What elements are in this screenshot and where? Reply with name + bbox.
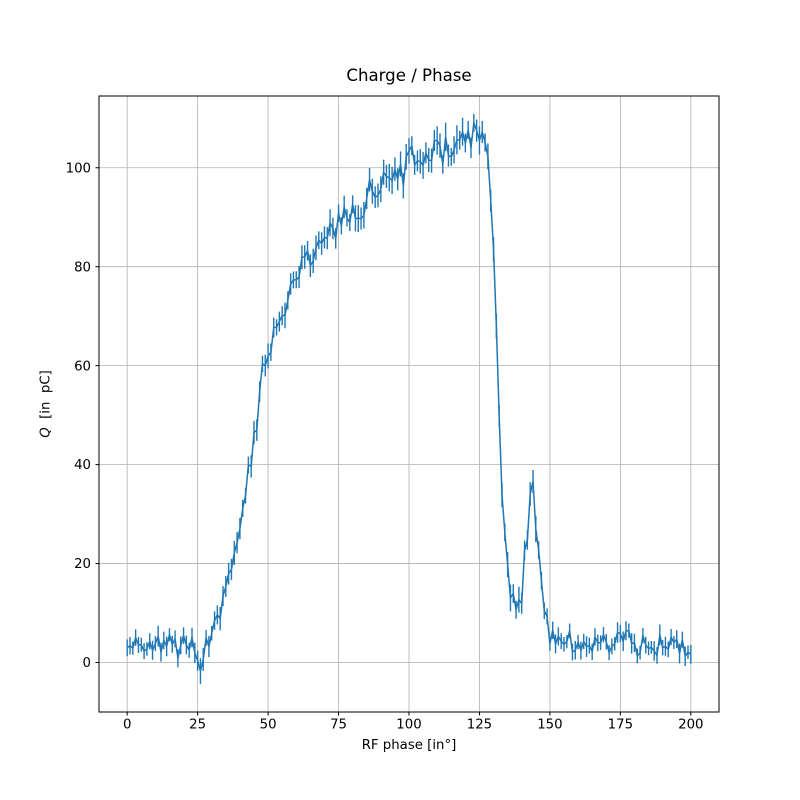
y-axis-label-units: [in pC] bbox=[38, 370, 54, 428]
y-axis-label: Q [in pC] bbox=[39, 370, 54, 438]
data-line bbox=[126, 122, 692, 672]
y-tick-label: 40 bbox=[74, 458, 91, 473]
y-tick-label: 60 bbox=[74, 359, 91, 374]
x-tick-label: 75 bbox=[330, 718, 347, 733]
x-tick-label: 0 bbox=[123, 718, 131, 733]
x-tick-label: 200 bbox=[678, 718, 703, 733]
y-tick-label: 80 bbox=[74, 260, 91, 275]
y-axis-label-symbol: Q bbox=[38, 427, 54, 438]
x-tick-label: 100 bbox=[396, 718, 421, 733]
x-axis-label: RF phase [in°] bbox=[361, 738, 457, 753]
y-tick-label: 0 bbox=[83, 656, 91, 671]
x-tick-label: 175 bbox=[608, 718, 633, 733]
x-tick-label: 25 bbox=[189, 718, 206, 733]
y-tick-label: 100 bbox=[66, 161, 91, 176]
x-tick-label: 50 bbox=[260, 718, 277, 733]
chart-title: Charge / Phase bbox=[346, 66, 472, 85]
x-tick-label: 125 bbox=[467, 718, 492, 733]
x-tick-label: 150 bbox=[537, 718, 562, 733]
y-tick-label: 20 bbox=[74, 557, 91, 572]
